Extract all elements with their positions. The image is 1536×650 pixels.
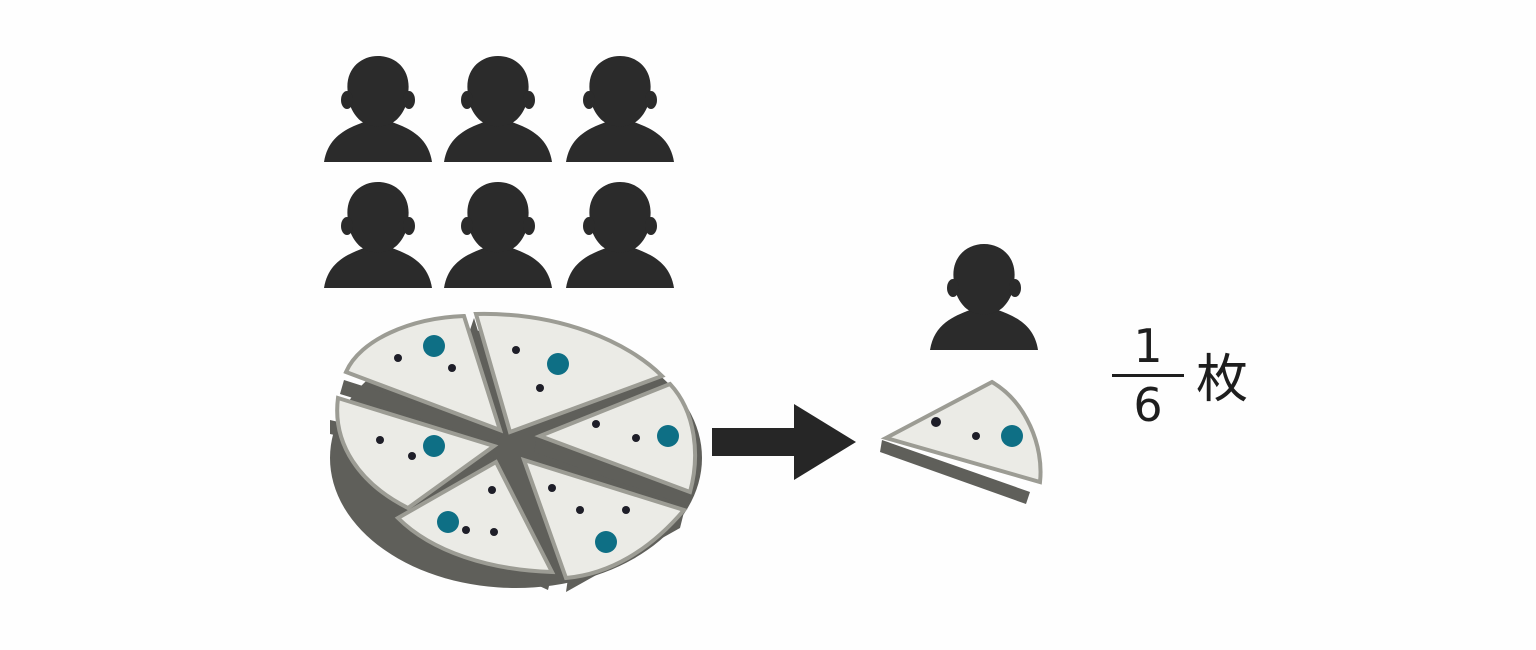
pizza-slice [473, 311, 666, 435]
person-icon [566, 56, 674, 162]
pizza-slice [335, 395, 499, 511]
pizza-slice [394, 459, 556, 575]
person-icon [566, 182, 674, 288]
counter-unit: 枚 [1196, 350, 1249, 410]
slice-top [880, 379, 1043, 485]
slice-topping-dark [931, 417, 941, 427]
fraction-bar [1112, 374, 1184, 377]
right-arrow-icon [712, 404, 856, 480]
pizza-slice-edge [534, 440, 690, 506]
slice-topping-blue [1001, 425, 1023, 447]
arrow-shaft [712, 428, 798, 456]
pizza-slice-edge [470, 318, 508, 440]
person-icon [444, 182, 552, 288]
arrow-head [794, 404, 856, 480]
fraction-denominator: 6 [1133, 378, 1163, 432]
pizza-slice [534, 381, 697, 495]
single-person-icon [930, 244, 1038, 350]
pizza-slices [335, 311, 697, 581]
pizza-toppings-blue [423, 335, 679, 553]
pizza-toppings-dark [376, 346, 640, 536]
single-pizza-slice [880, 379, 1043, 504]
fraction-one-sixth: 1 6 [1108, 320, 1188, 431]
fraction-numerator: 1 [1133, 319, 1163, 373]
pizza-slice [343, 313, 504, 434]
slice-edge [880, 440, 1030, 504]
group-of-six-people [324, 56, 674, 288]
slice-topping-dark [972, 432, 980, 440]
person-icon [324, 56, 432, 162]
person-icon [444, 56, 552, 162]
person-icon [324, 182, 432, 288]
whole-pizza-six-slices [330, 311, 702, 592]
pizza-slice-edge [340, 380, 500, 442]
pizza-slice [520, 456, 688, 581]
